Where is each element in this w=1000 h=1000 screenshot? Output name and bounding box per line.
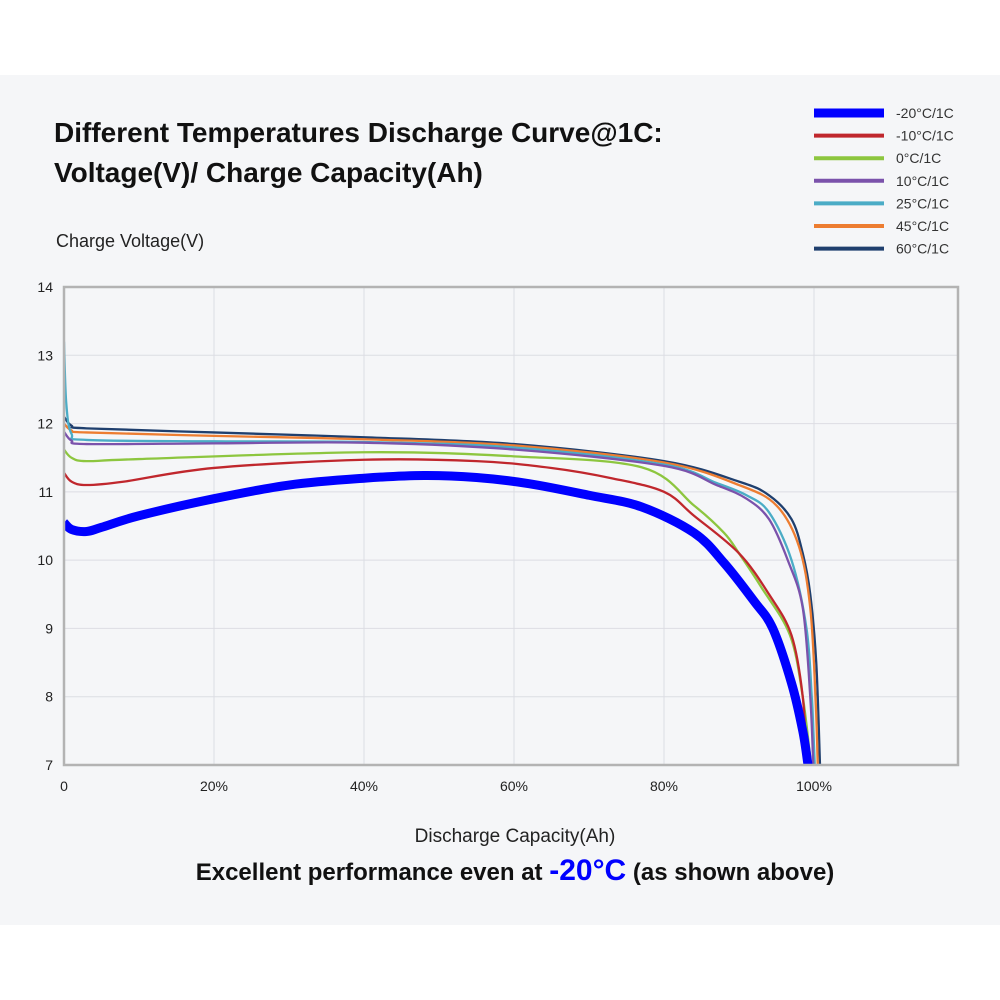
y-tick-label: 14 [37, 279, 53, 295]
plot-area [64, 287, 958, 765]
x-axis-label: Discharge Capacity(Ah) [414, 826, 616, 847]
series-line-10°C/1C [64, 431, 815, 765]
x-tick-label: 20% [200, 778, 228, 794]
legend-label: -10°C/1C [896, 128, 954, 144]
y-tick-label: 7 [45, 757, 53, 773]
series-line-45°C/1C [64, 422, 819, 765]
legend-label: -20°C/1C [896, 105, 954, 121]
y-axis-label: Charge Voltage(V) [56, 231, 205, 251]
tagline-suffix: (as shown above) [626, 859, 835, 886]
y-tick-label: 9 [45, 620, 53, 636]
x-tick-label: 40% [350, 778, 378, 794]
x-tick-label: 0 [60, 778, 68, 794]
tagline-prefix: Excellent performance even at [195, 859, 550, 886]
legend-label: 60°C/1C [896, 241, 949, 257]
y-tick-label: 10 [37, 552, 53, 568]
legend-label: 45°C/1C [896, 218, 949, 234]
x-tick-label: 60% [500, 778, 528, 794]
plot-border [62, 285, 960, 767]
y-tick-label: 8 [45, 689, 53, 705]
tagline: Excellent performance even at -20°C (as … [0, 854, 1000, 888]
tagline-highlight: -20°C [549, 854, 627, 887]
x-tick-label: 80% [650, 778, 678, 794]
series-line-0°C/1C [64, 448, 813, 765]
y-tick-label: 13 [37, 347, 53, 363]
series-line--10°C/1C [64, 458, 808, 765]
y-tick-label: 12 [37, 416, 53, 432]
series-line--20°C/1C [64, 470, 813, 765]
legend-label: 10°C/1C [896, 173, 949, 189]
series-line-60°C/1C [64, 416, 822, 765]
legend-label: 0°C/1C [896, 150, 941, 166]
chart-title-line-2: Voltage(V)/ Charge Capacity(Ah) [54, 157, 483, 188]
legend-label: 25°C/1C [896, 195, 949, 211]
x-tick-label: 100% [796, 778, 832, 794]
y-tick-label: 11 [38, 484, 53, 500]
chart-title-line-1: Different Temperatures Discharge Curve@1… [54, 117, 663, 148]
